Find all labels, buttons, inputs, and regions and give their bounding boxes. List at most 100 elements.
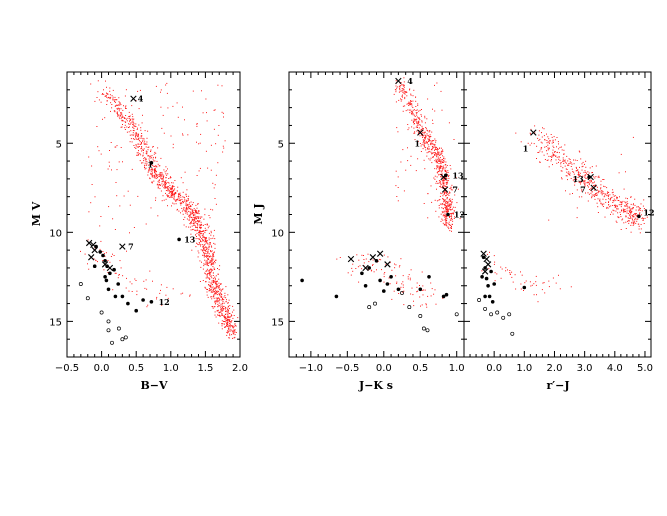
field-star <box>442 150 444 152</box>
field-star <box>151 168 153 170</box>
field-star <box>437 171 439 172</box>
field-star <box>397 86 399 88</box>
field-star <box>442 215 444 217</box>
field-star <box>555 159 557 161</box>
field-star <box>552 152 554 154</box>
member-star <box>396 287 401 292</box>
field-star <box>199 260 201 262</box>
field-star <box>224 307 226 309</box>
field-star <box>221 314 223 316</box>
field-star <box>429 139 431 141</box>
cross-stroke <box>369 254 377 261</box>
field-star <box>431 144 433 146</box>
field-star <box>200 245 201 247</box>
field-star <box>214 268 216 270</box>
field-star <box>409 279 411 281</box>
field-star <box>157 163 159 165</box>
field-star <box>566 155 568 157</box>
field-star <box>157 174 159 176</box>
field-star <box>591 182 593 184</box>
field-star <box>167 297 169 299</box>
ticks-bv <box>67 72 240 357</box>
field-star <box>574 180 576 182</box>
field-star <box>217 84 219 86</box>
y-tick-label: 5 <box>56 139 62 150</box>
field-star <box>589 167 591 169</box>
field-star <box>198 221 200 223</box>
field-star <box>205 237 207 238</box>
field-star <box>125 89 127 91</box>
field-star <box>626 208 628 210</box>
field-star <box>146 141 148 143</box>
field-star <box>129 204 131 206</box>
field-star <box>143 138 145 140</box>
field-star <box>205 246 207 248</box>
field-star <box>218 269 220 271</box>
field-star <box>636 216 638 218</box>
field-star <box>376 269 377 271</box>
field-star <box>530 128 532 130</box>
field-star <box>542 282 544 284</box>
field-star <box>233 330 234 332</box>
field-star <box>438 216 440 218</box>
field-star <box>627 220 629 222</box>
field-star <box>166 174 168 176</box>
field-star <box>563 149 565 151</box>
field-star <box>543 154 545 156</box>
field-star <box>603 192 605 194</box>
field-star <box>436 180 438 182</box>
field-star <box>587 192 589 194</box>
field-star <box>212 257 214 259</box>
field-star <box>137 195 139 197</box>
field-star <box>440 187 442 188</box>
field-star <box>435 149 437 151</box>
field-star <box>543 282 545 284</box>
field-star <box>595 193 597 194</box>
field-star <box>171 192 173 194</box>
field-star <box>232 326 234 328</box>
field-star <box>150 207 152 209</box>
field-star <box>643 208 645 209</box>
field-star <box>447 209 449 211</box>
field-star <box>356 254 358 256</box>
field-star <box>167 107 169 109</box>
cross-stroke <box>440 173 447 181</box>
cross-star <box>440 173 447 181</box>
field-star <box>206 275 208 277</box>
field-star <box>509 272 511 274</box>
field-star <box>595 194 597 196</box>
field-star <box>128 290 130 292</box>
field-star <box>227 294 229 296</box>
field-star <box>449 188 451 189</box>
field-star <box>431 140 433 142</box>
field-star <box>209 274 210 276</box>
field-star <box>151 168 152 170</box>
field-star <box>106 100 108 102</box>
field-star <box>137 134 139 136</box>
field-star <box>207 167 209 169</box>
field-star <box>226 331 228 333</box>
cross-star <box>347 255 355 263</box>
field-star <box>145 167 147 169</box>
field-star <box>209 242 211 244</box>
field-star <box>230 316 232 317</box>
field-star <box>199 236 201 238</box>
field-star <box>426 306 428 308</box>
field-star <box>221 295 223 297</box>
field-star <box>551 155 553 157</box>
field-star <box>111 95 113 97</box>
field-star <box>588 186 589 188</box>
field-star <box>116 111 118 113</box>
field-star <box>438 152 440 154</box>
field-star <box>148 170 150 172</box>
field-star <box>573 171 575 173</box>
field-star <box>229 317 231 318</box>
field-star <box>630 211 632 213</box>
field-star <box>606 193 608 195</box>
field-star <box>232 337 233 339</box>
field-star <box>130 138 132 140</box>
field-star <box>415 170 417 172</box>
field-star <box>404 96 406 98</box>
field-star <box>633 221 635 223</box>
field-star <box>441 185 443 187</box>
